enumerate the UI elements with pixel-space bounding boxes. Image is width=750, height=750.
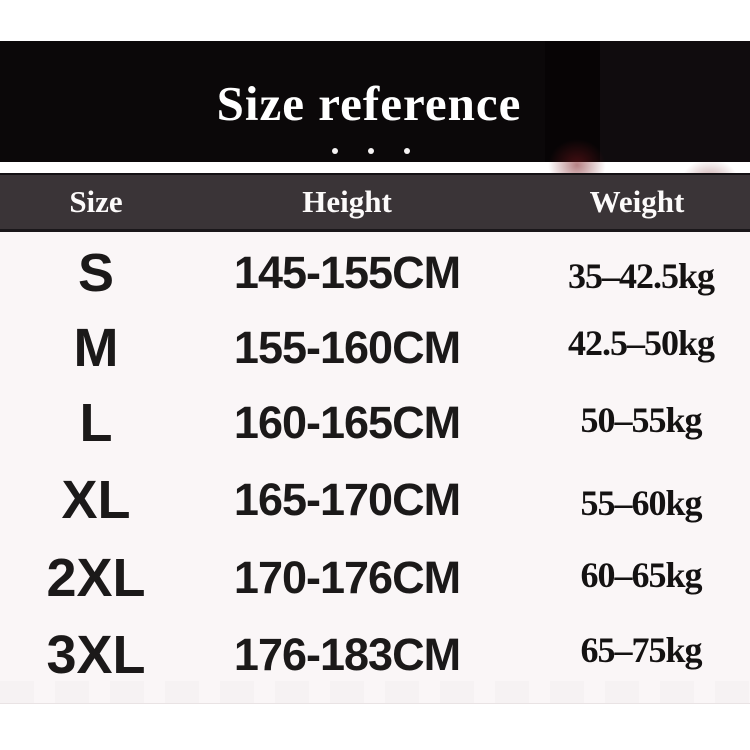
height-value: 160-165CM [233, 397, 461, 448]
table-row: XL 165-170CM 55–60kg [0, 462, 750, 538]
height-value: 145-155CM [233, 247, 461, 298]
column-header-height: Height [302, 184, 392, 219]
table-row: 3XL 176-183CM 65–75kg [0, 617, 750, 693]
hero-dots [0, 148, 746, 154]
weight-value: 65–75kg [580, 630, 702, 670]
weight-value: 60–65kg [580, 555, 702, 595]
size-value: M [73, 318, 119, 378]
height-value: 155-160CM [233, 322, 461, 373]
size-value: 3XL [46, 625, 146, 685]
page-title: Size reference [216, 76, 522, 131]
column-header-size: Size [69, 184, 123, 219]
column-header-weight: Weight [589, 184, 685, 219]
table-row: 2XL 170-176CM 60–65kg [0, 540, 750, 616]
table-row: M 155-160CM 42.5–50kg [0, 310, 750, 386]
ellipsis-dot-icon [404, 148, 410, 154]
hero-shade [600, 41, 750, 162]
height-value: 176-183CM [233, 629, 461, 680]
table-header-band: Size Height Weight [0, 173, 750, 232]
photo-artifact-strip [0, 681, 750, 703]
height-value: 165-170CM [233, 474, 461, 525]
ellipsis-dot-icon [368, 148, 374, 154]
size-value: XL [61, 470, 131, 530]
size-value: S [77, 243, 115, 303]
table-row: S 145-155CM 35–42.5kg [0, 235, 750, 311]
size-value: 2XL [46, 548, 146, 608]
table-row: L 160-165CM 50–55kg [0, 385, 750, 461]
size-value: L [79, 393, 113, 453]
ellipsis-dot-icon [332, 148, 338, 154]
size-table: S 145-155CM 35–42.5kg M 155-160CM 42.5–5… [0, 232, 750, 704]
weight-value: 55–60kg [580, 483, 702, 523]
weight-value: 50–55kg [580, 400, 702, 440]
height-value: 170-176CM [233, 552, 461, 603]
hero-banner: Size reference [0, 41, 750, 199]
weight-value: 35–42.5kg [567, 256, 715, 296]
weight-value: 42.5–50kg [567, 323, 715, 363]
